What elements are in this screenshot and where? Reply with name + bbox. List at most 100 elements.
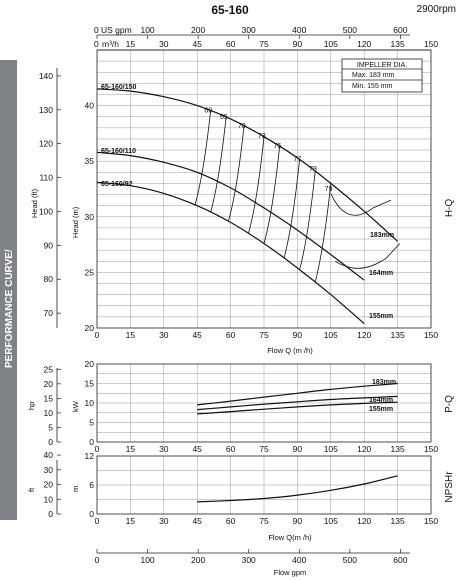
gpm-tick-label: 200 (191, 25, 205, 35)
x-tick-label: 30 (159, 444, 169, 454)
hp-tick-label: 0 (48, 437, 53, 447)
x-tick-label: 60 (226, 516, 236, 526)
efficiency-label: 73 (258, 133, 266, 140)
npsh-ft-tick-label: 40 (44, 450, 54, 460)
series-name-label: 65-160/92 (101, 181, 133, 188)
legend-min: Min. 155 mm (352, 83, 393, 90)
x-tick-label: 135 (391, 516, 405, 526)
ft-tick-label: 120 (39, 139, 53, 149)
power-curve-155mm (197, 401, 398, 415)
efficiency-contour (314, 183, 332, 283)
series-diameter-label: 183mm (370, 232, 394, 239)
npsh-ft-tick-label: 20 (44, 480, 54, 490)
efficiency-contour (194, 110, 211, 206)
pq-panel: 0 15 30 45 60 75 90 105 120 135 150 0 5 10 15 20 0 5 10 15 2… (27, 359, 455, 454)
series-name-label: 65-160/150 (101, 84, 137, 91)
efficiency-label: 78 (309, 166, 317, 173)
top-x-tick-label: 105 (324, 39, 338, 49)
x-tick-label: 150 (424, 516, 438, 526)
efficiency-label: 75 (273, 143, 281, 150)
side-label-npsh: NPSHr (444, 471, 455, 503)
top-x-tick-label: 75 (259, 39, 269, 49)
x-tick-label: 135 (391, 330, 405, 340)
efficiency-contour (330, 193, 392, 216)
x-tick-label: 45 (192, 516, 202, 526)
efficiency-contour (283, 159, 300, 259)
gpm-tick-label: 100 (140, 25, 154, 35)
power-series-label: 183mm (372, 379, 396, 386)
x-tick-label: 135 (391, 444, 405, 454)
top-x-zero-label: 0 (94, 39, 99, 49)
x-tick-label: 120 (357, 516, 371, 526)
top-x-tick-label: 135 (391, 39, 405, 49)
bottom-gpm-tick-label: 300 (242, 555, 256, 565)
bottom-gpm-tick-label: 500 (343, 555, 357, 565)
y-tick-label: 12 (85, 451, 95, 461)
y-tick-label: 0 (89, 437, 94, 447)
x-tick-label: 90 (293, 330, 303, 340)
x-tick-label: 75 (259, 330, 269, 340)
bottom-gpm-tick-label: 100 (140, 555, 154, 565)
bottom-gpm-tick-label: 600 (393, 555, 407, 565)
x-tick-label: 105 (324, 444, 338, 454)
gpm-tick-label: 400 (292, 25, 306, 35)
bottom-gpm-label: Flow gpm (274, 568, 307, 577)
power-series-label: 155mm (369, 406, 393, 413)
y-tick-label: 40 (85, 101, 95, 111)
head-curve-183mm (96, 88, 398, 242)
ft-tick-label: 130 (39, 105, 53, 115)
y-tick-label: 35 (85, 156, 95, 166)
x-tick-label: 15 (126, 516, 136, 526)
npsh-ft-tick-label: 10 (44, 494, 54, 504)
side-label-hq: H-Q (444, 199, 455, 218)
legend-box (341, 58, 423, 93)
series-diameter-label: 155mm (369, 313, 393, 320)
speed-label: 2900rpm (417, 4, 456, 15)
hp-tick-label: 15 (44, 393, 54, 403)
ylabel-npsh-ft: ft (27, 487, 36, 492)
bottom-gpm-axis: 0 100 200 300 400 500 600 Flow gpm (95, 549, 410, 577)
y-tick-label: 30 (85, 212, 95, 222)
y-tick-label: 25 (85, 267, 95, 277)
bottom-gpm-tick-label: 200 (191, 555, 205, 565)
x-tick-label: 105 (324, 516, 338, 526)
power-series-label: 164mm (369, 397, 393, 404)
hp-tick-label: 20 (44, 379, 54, 389)
xlabel-npsh: Flow Q(m /h) (268, 533, 312, 542)
efficiency-contour (335, 243, 401, 269)
top-x-tick-label: 150 (424, 39, 438, 49)
efficiency-contour (248, 136, 265, 234)
x-tick-label: 0 (95, 444, 100, 454)
top-x-tick-label: 45 (192, 39, 202, 49)
npsh-curve (197, 475, 398, 503)
x-tick-label: 60 (226, 330, 236, 340)
bottom-gpm-tick-label: 0 (95, 555, 100, 565)
y-tick-label: 15 (85, 379, 95, 389)
top-x-tick-label: 90 (293, 39, 303, 49)
efficiency-contour (263, 146, 280, 244)
efficiency-label: 65 (220, 114, 228, 121)
ylabel-hp: hp (27, 402, 36, 410)
ft-tick-label: 90 (44, 240, 54, 250)
x-tick-label: 90 (293, 516, 303, 526)
efficiency-label: 70 (238, 123, 246, 130)
power-curve-164mm (197, 395, 398, 411)
legend-max: Max. 183 mm (352, 72, 395, 79)
xlabel-hq: Flow Q (m /h) (267, 346, 313, 355)
gpm-tick-label: 500 (343, 25, 357, 35)
x-tick-label: 75 (259, 444, 269, 454)
efficiency-label: 77 (294, 156, 302, 163)
plot-frame (96, 455, 432, 515)
top-x-tick-label: 30 (159, 39, 169, 49)
y-tick-label: 20 (85, 323, 95, 333)
ft-tick-label: 80 (44, 274, 54, 284)
ft-tick-label: 70 (44, 308, 54, 318)
x-tick-label: 45 (192, 444, 202, 454)
ylabel-m: Head (m) (71, 206, 80, 238)
x-tick-label: 105 (324, 330, 338, 340)
hp-tick-label: 10 (44, 408, 54, 418)
ylabel-npsh-m: m (71, 486, 80, 492)
hp-tick-label: 25 (44, 364, 54, 374)
